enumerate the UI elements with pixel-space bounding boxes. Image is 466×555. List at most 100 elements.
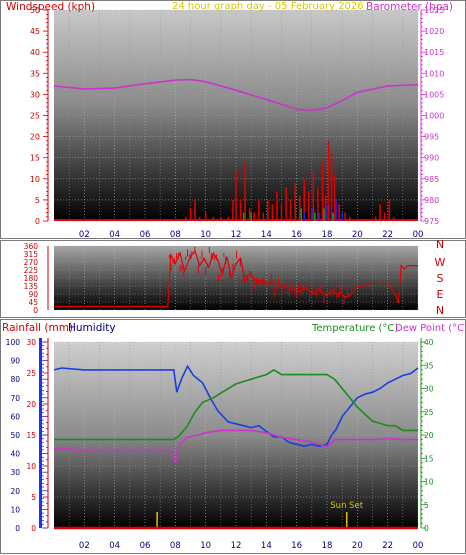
- wind-x-tick-label: 12: [231, 230, 242, 240]
- temp-x-tick-label: 10: [200, 541, 211, 551]
- wind-direction-trace: [54, 250, 418, 307]
- barometer-tick-label: 1015: [424, 48, 444, 57]
- temperature-tick-label: 10: [424, 478, 434, 487]
- humidity-tick-label: 40: [10, 450, 20, 459]
- temp-x-tick-label: 06: [140, 541, 151, 551]
- temp-x-tick-label: 04: [109, 541, 120, 551]
- temperature-line: [54, 368, 418, 441]
- windspeed-tick-label: 15: [30, 154, 40, 163]
- wind-x-tick-label: 10: [200, 230, 211, 240]
- humidity-tick-label: 80: [10, 375, 20, 384]
- wind-x-tick-label: 04: [109, 230, 120, 240]
- rainfall-tick-label: 30: [26, 338, 36, 347]
- windspeed-title: Windspeed (kph): [6, 1, 95, 13]
- rainfall-tick-label: 10: [26, 462, 36, 471]
- barometer-tick-label: 1025: [424, 6, 444, 15]
- wind-x-tick-label: 14: [261, 230, 272, 240]
- compass-label: W: [435, 256, 446, 269]
- barometer-tick-label: 975: [424, 217, 439, 226]
- rainfall-tick-label: 5: [31, 493, 36, 502]
- windspeed-tick-label: 0: [35, 217, 40, 226]
- temperature-tick-label: 15: [424, 454, 434, 463]
- windspeed-tick-label: 50: [30, 6, 40, 15]
- temperature-tick-label: 35: [424, 361, 434, 370]
- temperature-tick-label: 40: [424, 338, 434, 347]
- humidity-tick-label: 70: [10, 394, 20, 403]
- temp-x-tick-label: 20: [352, 541, 363, 551]
- temp-x-tick-label: 16: [291, 541, 302, 551]
- graph-day-title: 24 hour graph day - 05 February 2026: [172, 1, 364, 12]
- dewpoint-title: Dew Point (°C): [395, 323, 466, 334]
- temperature-tick-label: 25: [424, 408, 434, 417]
- temperature-tick-label: 0: [424, 524, 429, 533]
- humidity-tick-label: 60: [10, 412, 20, 421]
- windspeed-tick-label: 30: [30, 90, 40, 99]
- humidity-tick-label: 50: [10, 431, 20, 440]
- temp-x-tick-label: 08: [170, 541, 181, 551]
- temp-x-tick-label: 18: [322, 541, 333, 551]
- temp-x-tick-label: 22: [382, 541, 393, 551]
- barometer-tick-label: 990: [424, 154, 439, 163]
- barometer-line: [53, 78, 419, 112]
- compass-label: S: [437, 272, 444, 285]
- wind-x-tick-label: 02: [79, 230, 90, 240]
- barometer-tick-label: 1005: [424, 90, 444, 99]
- wind-x-tick-label: 20: [352, 230, 363, 240]
- compass-label: N: [436, 304, 444, 317]
- humidity-tick-label: 10: [10, 505, 20, 514]
- compass-label: N: [436, 238, 444, 251]
- temp-x-tick-label: 02: [79, 541, 90, 551]
- humidity-tick-label: 30: [10, 468, 20, 477]
- rainfall-tick-label: 0: [31, 524, 36, 533]
- direction-tick-label: 270: [24, 258, 39, 267]
- barometer-tick-label: 1020: [424, 27, 444, 36]
- humidity-tick-label: 100: [6, 338, 21, 347]
- temp-x-tick-label: 12: [231, 541, 242, 551]
- windspeed-tick-label: 5: [35, 196, 40, 205]
- temperature-tick-label: 20: [424, 431, 434, 440]
- direction-tick-label: 90: [28, 290, 38, 299]
- rainfall-tick-label: 15: [26, 431, 36, 440]
- windspeed-tick-label: 10: [30, 175, 40, 184]
- barometer-tick-label: 995: [424, 133, 439, 142]
- windspeed-tick-label: 45: [30, 27, 40, 36]
- direction-tick-label: 315: [24, 250, 39, 259]
- temp-x-tick-label: 00: [413, 541, 424, 551]
- barometer-tick-label: 1000: [424, 112, 444, 121]
- temperature-title: Temperature (°C): [311, 323, 398, 334]
- rainfall-tick-label: 20: [26, 400, 36, 409]
- sunset-label: Sun Set: [330, 501, 363, 511]
- rainfall-tick-label: 25: [26, 369, 36, 378]
- windspeed-tick-label: 40: [30, 48, 40, 57]
- compass-label: E: [437, 288, 444, 301]
- windspeed-tick-label: 35: [30, 69, 40, 78]
- humidity-title: Humidity: [68, 322, 116, 334]
- rainfall-title: Rainfall (mm): [2, 322, 73, 334]
- wind-x-tick-label: 16: [291, 230, 302, 240]
- barometer-tick-label: 980: [424, 196, 439, 205]
- wind-x-tick-label: 06: [140, 230, 151, 240]
- temperature-tick-label: 5: [424, 501, 429, 510]
- humidity-tick-label: 0: [15, 524, 20, 533]
- windspeed-tick-label: 25: [30, 112, 40, 121]
- direction-tick-label: 135: [24, 282, 39, 291]
- direction-tick-label: 180: [24, 274, 39, 283]
- windspeed-tick-label: 20: [30, 133, 40, 142]
- wind-x-tick-label: 08: [170, 230, 181, 240]
- grid-layer: [54, 9, 419, 529]
- wind-x-tick-label: 18: [322, 230, 333, 240]
- temp-x-tick-label: 14: [261, 541, 272, 551]
- tick-layer: 0202040406060808101012121414161618182020…: [6, 6, 446, 551]
- humidity-tick-label: 90: [10, 357, 20, 366]
- temperature-tick-label: 30: [424, 385, 434, 394]
- direction-tick-label: 225: [24, 266, 39, 275]
- barometer-tick-label: 985: [424, 175, 439, 184]
- barometer-tick-label: 1010: [424, 69, 444, 78]
- humidity-tick-label: 20: [10, 487, 20, 496]
- direction-tick-label: 360: [24, 242, 39, 251]
- series-layer: Sun Set: [53, 78, 419, 530]
- wind-x-tick-label: 22: [382, 230, 393, 240]
- direction-tick-label: 0: [33, 306, 38, 315]
